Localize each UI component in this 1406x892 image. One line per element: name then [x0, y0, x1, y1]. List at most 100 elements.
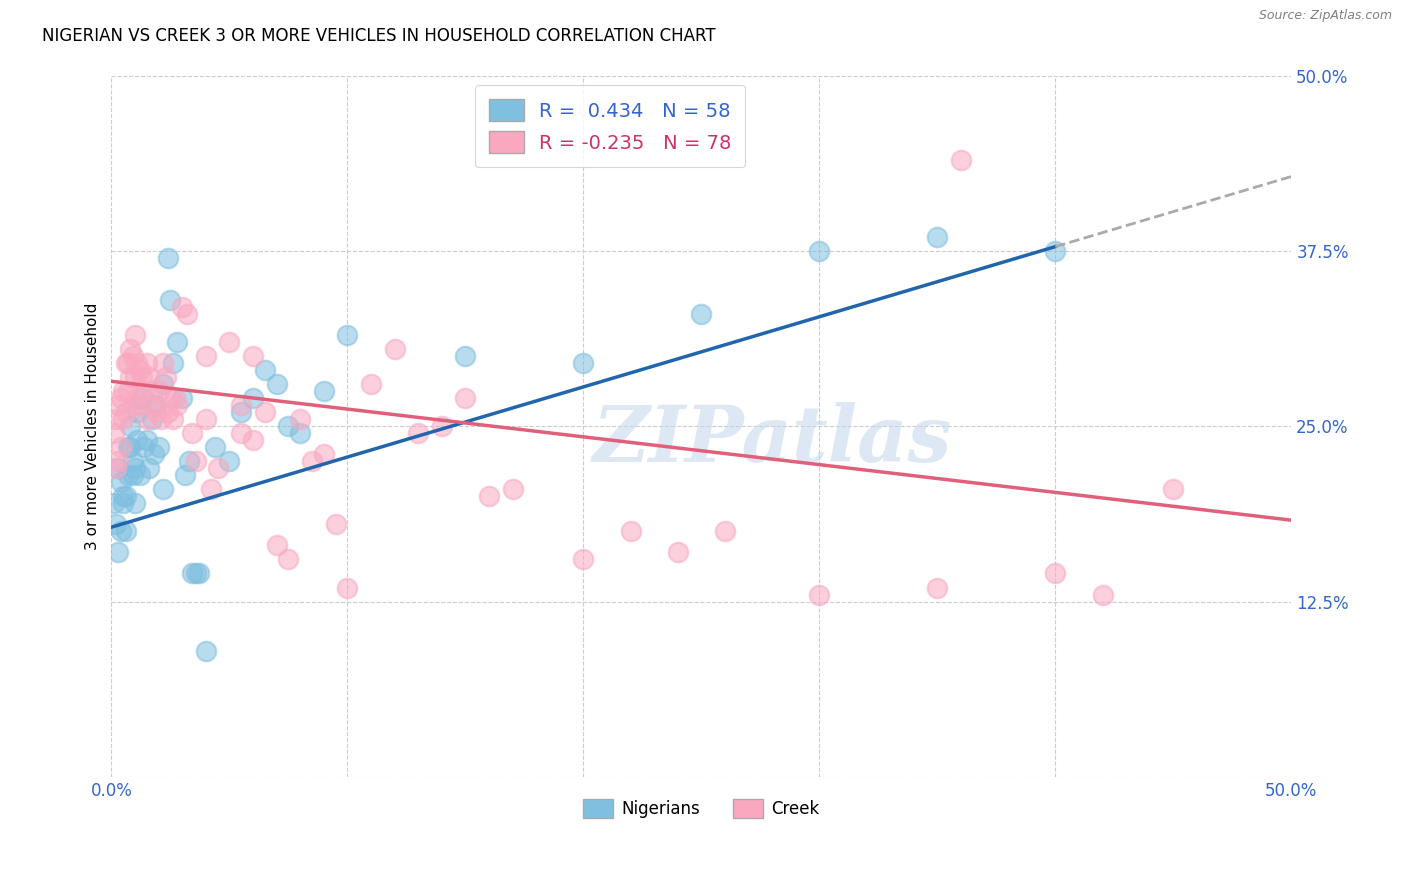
Point: [120, 419, 142, 434]
Point: [117, 356, 139, 370]
Point: [114, 524, 136, 539]
Point: [149, 412, 172, 426]
Point: [166, 334, 188, 349]
Point: [127, 434, 149, 448]
Point: [301, 454, 323, 468]
Point: [131, 391, 153, 405]
Point: [117, 440, 139, 454]
Text: Source: ZipAtlas.com: Source: ZipAtlas.com: [1258, 9, 1392, 22]
Point: [159, 391, 181, 405]
Point: [124, 370, 146, 384]
Point: [135, 412, 157, 426]
Point: [152, 483, 174, 497]
Point: [141, 412, 163, 426]
Point: [117, 468, 139, 483]
Point: [124, 461, 146, 475]
Point: [336, 328, 359, 343]
Point: [312, 384, 335, 398]
Point: [204, 440, 226, 454]
Point: [218, 454, 240, 468]
Point: [207, 461, 229, 475]
Point: [135, 356, 157, 370]
Point: [172, 391, 194, 405]
Point: [135, 434, 157, 448]
Point: [253, 405, 276, 419]
Point: [186, 454, 208, 468]
Point: [162, 412, 184, 426]
Point: [619, 524, 641, 539]
Point: [142, 447, 165, 461]
Point: [131, 370, 153, 384]
Point: [134, 384, 156, 398]
Point: [231, 398, 253, 412]
Point: [194, 349, 217, 363]
Point: [157, 251, 180, 265]
Point: [180, 566, 202, 581]
Point: [290, 426, 312, 441]
Point: [105, 412, 128, 426]
Point: [110, 440, 132, 454]
Point: [172, 300, 194, 314]
Point: [112, 384, 135, 398]
Point: [166, 398, 188, 412]
Point: [114, 405, 136, 419]
Point: [290, 412, 312, 426]
Point: [231, 405, 253, 419]
Point: [159, 293, 181, 307]
Point: [253, 363, 276, 377]
Point: [103, 426, 125, 441]
Point: [110, 391, 132, 405]
Point: [1163, 483, 1185, 497]
Legend: Nigerians, Creek: Nigerians, Creek: [576, 792, 827, 824]
Point: [572, 356, 595, 370]
Point: [179, 454, 201, 468]
Point: [194, 643, 217, 657]
Point: [121, 349, 143, 363]
Point: [124, 496, 146, 510]
Point: [128, 398, 150, 412]
Point: [1045, 566, 1067, 581]
Point: [572, 552, 595, 566]
Point: [105, 517, 128, 532]
Point: [242, 349, 264, 363]
Point: [134, 440, 156, 454]
Point: [430, 419, 453, 434]
Y-axis label: 3 or more Vehicles in Household: 3 or more Vehicles in Household: [86, 302, 100, 549]
Point: [112, 496, 135, 510]
Point: [138, 461, 160, 475]
Point: [180, 426, 202, 441]
Point: [277, 419, 299, 434]
Point: [142, 398, 165, 412]
Point: [155, 370, 177, 384]
Point: [231, 426, 253, 441]
Point: [277, 552, 299, 566]
Point: [478, 489, 501, 503]
Point: [141, 384, 163, 398]
Point: [114, 356, 136, 370]
Point: [107, 398, 129, 412]
Point: [127, 405, 149, 419]
Point: [266, 538, 288, 552]
Point: [152, 356, 174, 370]
Point: [200, 483, 222, 497]
Point: [1091, 587, 1114, 601]
Point: [128, 363, 150, 377]
Point: [187, 566, 209, 581]
Point: [502, 483, 524, 497]
Point: [117, 384, 139, 398]
Point: [949, 153, 972, 167]
Point: [406, 426, 429, 441]
Point: [148, 384, 170, 398]
Point: [336, 581, 359, 595]
Point: [121, 454, 143, 468]
Point: [666, 545, 689, 559]
Point: [325, 517, 347, 532]
Point: [107, 461, 129, 475]
Point: [112, 489, 135, 503]
Point: [194, 412, 217, 426]
Point: [312, 447, 335, 461]
Point: [242, 434, 264, 448]
Point: [112, 412, 135, 426]
Point: [360, 377, 382, 392]
Point: [114, 489, 136, 503]
